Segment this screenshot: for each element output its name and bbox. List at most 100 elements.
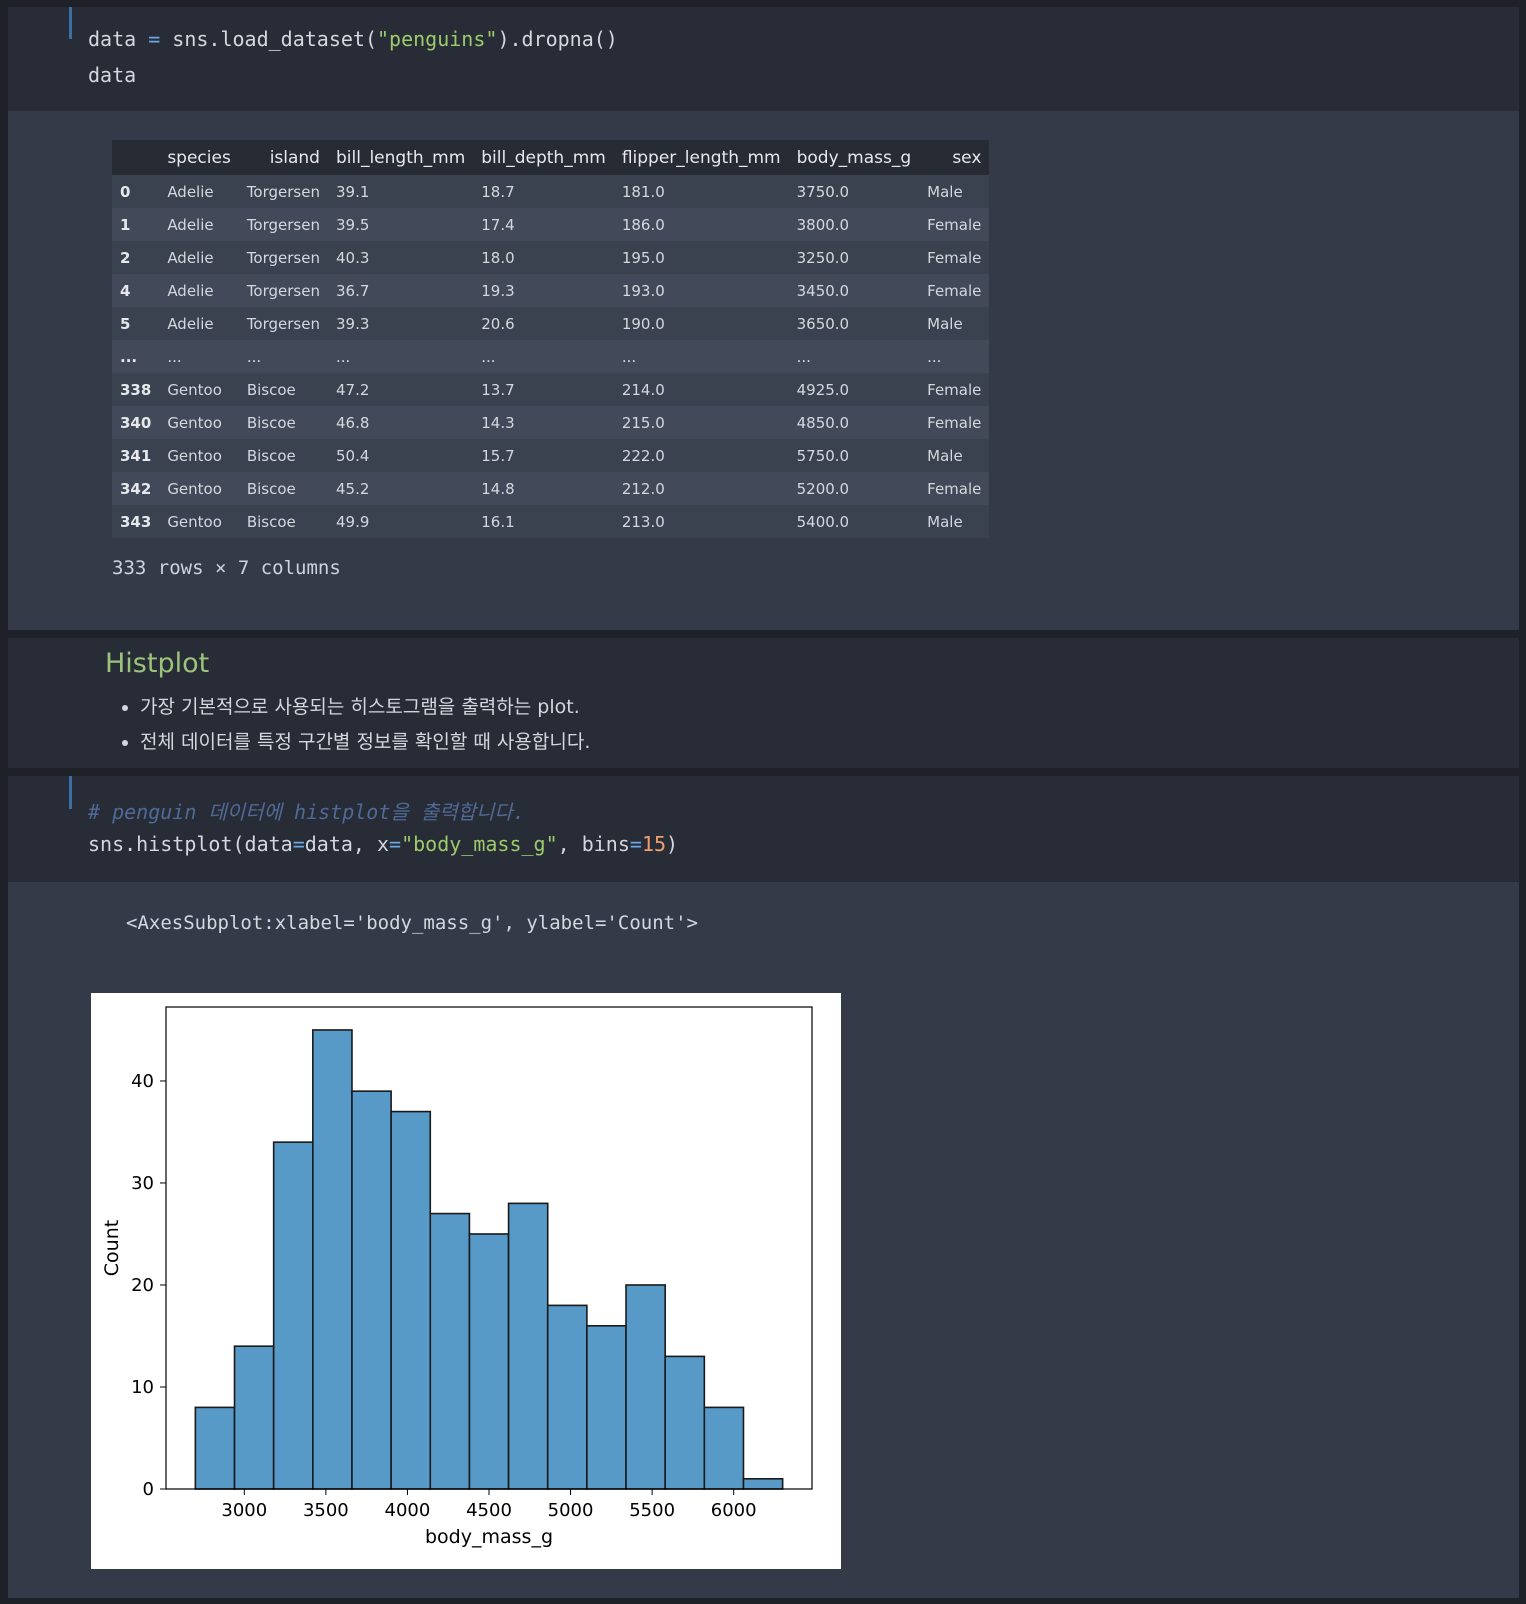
column-header: species bbox=[159, 140, 239, 175]
table-cell: ... bbox=[919, 340, 990, 373]
row-index: 4 bbox=[112, 274, 160, 307]
x-tick-label: 3000 bbox=[221, 1500, 267, 1521]
table-cell: Female bbox=[919, 274, 990, 307]
table-cell: 18.0 bbox=[473, 241, 614, 274]
table-cell: Gentoo bbox=[159, 472, 239, 505]
x-tick-label: 5500 bbox=[629, 1500, 675, 1521]
histogram-bar bbox=[507, 1202, 549, 1490]
table-cell: ... bbox=[238, 340, 328, 373]
code-cell-load-data[interactable]: data = sns.load_dataset("penguins").drop… bbox=[8, 7, 1519, 111]
table-cell: 46.8 bbox=[327, 406, 474, 439]
table-cell: Female bbox=[919, 208, 990, 241]
table-cell: 212.0 bbox=[613, 472, 789, 505]
table-cell: Torgersen bbox=[238, 274, 328, 307]
cell-focus-bar bbox=[69, 7, 72, 39]
x-tick-label: 4500 bbox=[466, 1500, 512, 1521]
column-header: flipper_length_mm bbox=[613, 140, 789, 175]
table-cell: 15.7 bbox=[473, 439, 614, 472]
index-header bbox=[112, 140, 160, 175]
histogram-bar bbox=[586, 1324, 627, 1490]
table-cell: 3800.0 bbox=[788, 208, 920, 241]
row-index: 1 bbox=[112, 208, 160, 241]
table-row: 4 Adelie Torgersen 36.7 19.3 193.0 3450.0 Femal… bbox=[112, 274, 990, 307]
dataframe-table: species island bill_length_mm bill_depth_mm… bbox=[112, 140, 990, 538]
y-tick-label: 0 bbox=[143, 1479, 154, 1500]
column-header: sex bbox=[919, 140, 990, 175]
column-header: island bbox=[238, 140, 328, 175]
table-cell: 3450.0 bbox=[788, 274, 920, 307]
list-item: 전체 데이터를 특정 구간별 정보를 확인할 때 사용합니다. bbox=[140, 725, 590, 760]
table-row: ........................ bbox=[112, 340, 990, 373]
y-tick-label: 30 bbox=[131, 1173, 154, 1194]
table-cell: 215.0 bbox=[613, 406, 789, 439]
table-row: 0 Adelie Torgersen 39.1 18.7 181.0 3750.0 Male bbox=[112, 175, 990, 208]
row-index: ... bbox=[112, 340, 160, 373]
table-cell: 186.0 bbox=[613, 208, 789, 241]
table-cell: 190.0 bbox=[613, 307, 789, 340]
table-cell: ... bbox=[613, 340, 789, 373]
code-line-histplot: sns.histplot(data=data, x="body_mass_g",… bbox=[88, 832, 679, 856]
table-cell: Adelie bbox=[159, 175, 239, 208]
table-cell: 181.0 bbox=[613, 175, 789, 208]
table-cell: 195.0 bbox=[613, 241, 789, 274]
y-tick-label: 10 bbox=[131, 1377, 154, 1398]
row-index: 343 bbox=[112, 505, 160, 538]
markdown-cell[interactable]: Histplot 가장 기본적으로 사용되는 히스토그램을 출력하는 plot.… bbox=[8, 638, 1519, 768]
table-row: 342 Gentoo Biscoe 45.2 14.8 212.0 5200.0 Female bbox=[112, 472, 990, 505]
x-tick-label: 3500 bbox=[303, 1500, 349, 1521]
table-row: 343 Gentoo Biscoe 49.9 16.1 213.0 5400.0 Male bbox=[112, 505, 990, 538]
table-cell: 47.2 bbox=[327, 373, 474, 406]
table-cell: 40.3 bbox=[327, 241, 474, 274]
table-cell: Female bbox=[919, 406, 990, 439]
histogram-bar bbox=[664, 1355, 706, 1490]
table-cell: Gentoo bbox=[159, 439, 239, 472]
table-cell: Biscoe bbox=[238, 439, 328, 472]
table-cell: Gentoo bbox=[159, 406, 239, 439]
table-cell: 5750.0 bbox=[788, 439, 920, 472]
table-cell: 50.4 bbox=[327, 439, 474, 472]
table-cell: Adelie bbox=[159, 307, 239, 340]
table-cell: Male bbox=[919, 439, 990, 472]
table-cell: ... bbox=[788, 340, 920, 373]
table-cell: Male bbox=[919, 505, 990, 538]
code-line-1: data = sns.load_dataset("penguins").drop… bbox=[88, 27, 618, 51]
markdown-list: 가장 기본적으로 사용되는 히스토그램을 출력하는 plot. 전체 데이터를 … bbox=[118, 690, 590, 760]
histogram-figure: 3000 3500 4000 4500 5000 5500 6000 0 10 20 30 40 b… bbox=[91, 993, 841, 1569]
histogram-chart: 3000 3500 4000 4500 5000 5500 6000 0 10 20 30 40 b… bbox=[101, 1006, 813, 1548]
output-cell-plot: <AxesSubplot:xlabel='body_mass_g', ylabe… bbox=[8, 882, 1519, 1598]
table-cell: Male bbox=[919, 307, 990, 340]
table-cell: 4925.0 bbox=[788, 373, 920, 406]
histogram-bar bbox=[742, 1477, 784, 1490]
row-index: 342 bbox=[112, 472, 160, 505]
histogram-bar bbox=[351, 1090, 392, 1490]
table-cell: 3650.0 bbox=[788, 307, 920, 340]
x-tick-label: 5000 bbox=[548, 1500, 594, 1521]
y-axis-label: Count bbox=[101, 1220, 123, 1276]
table-cell: 193.0 bbox=[613, 274, 789, 307]
table-cell: Adelie bbox=[159, 274, 239, 307]
table-cell: Female bbox=[919, 472, 990, 505]
table-cell: Adelie bbox=[159, 208, 239, 241]
table-cell: 39.3 bbox=[327, 307, 474, 340]
histogram-bar bbox=[546, 1304, 588, 1490]
table-cell: 19.3 bbox=[473, 274, 614, 307]
table-cell: ... bbox=[473, 340, 614, 373]
histogram-bar bbox=[390, 1110, 432, 1490]
table-header-row: species island bill_length_mm bill_depth_mm… bbox=[112, 140, 990, 175]
histogram-bar bbox=[312, 1029, 353, 1490]
histogram-bar bbox=[272, 1141, 314, 1490]
code-cell-histplot[interactable]: # penguin 데이터에 histplot을 출력합니다. sns.hist… bbox=[8, 776, 1519, 882]
table-row: 5 Adelie Torgersen 39.3 20.6 190.0 3650.0 Male bbox=[112, 307, 990, 340]
table-cell: 5400.0 bbox=[788, 505, 920, 538]
column-header: body_mass_g bbox=[788, 140, 920, 175]
row-index: 0 bbox=[112, 175, 160, 208]
table-cell: 17.4 bbox=[473, 208, 614, 241]
table-cell: Adelie bbox=[159, 241, 239, 274]
table-cell: Female bbox=[919, 241, 990, 274]
table-cell: Biscoe bbox=[238, 373, 328, 406]
markdown-heading: Histplot bbox=[105, 648, 210, 679]
table-cell: 3250.0 bbox=[788, 241, 920, 274]
row-index: 5 bbox=[112, 307, 160, 340]
histogram-bar bbox=[625, 1284, 666, 1490]
table-cell: 45.2 bbox=[327, 472, 474, 505]
